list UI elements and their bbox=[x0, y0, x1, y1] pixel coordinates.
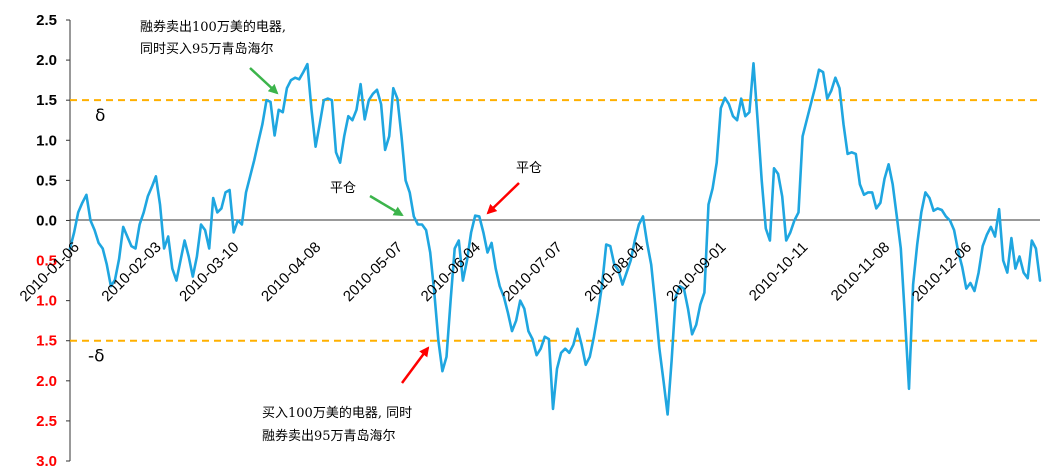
x-tick-label: 2010-05-07 bbox=[340, 239, 406, 305]
x-tick-label: 2010-10-11 bbox=[746, 239, 811, 304]
threshold-label: -δ bbox=[88, 347, 105, 367]
x-tick-label: 2010-08-04 bbox=[581, 239, 647, 305]
y-tick-label: 2.0 bbox=[36, 373, 57, 390]
x-tick-label: 2010-07-07 bbox=[500, 239, 566, 305]
y-tick-label: 2.5 bbox=[36, 413, 57, 430]
y-tick-label: 3.0 bbox=[36, 453, 57, 470]
y-tick-label: 0.5 bbox=[36, 253, 57, 270]
y-tick-label: 0.5 bbox=[36, 172, 57, 189]
annotations: 融券卖出100万美的电器, 同时买入95万青岛海尔 平仓 平仓 买入100万美的… bbox=[140, 19, 542, 444]
series-line bbox=[68, 61, 1042, 416]
arrow-sell-entry bbox=[249, 67, 279, 95]
x-tick-label: 2010-11-08 bbox=[828, 239, 893, 304]
y-tick-label: 1.5 bbox=[36, 333, 57, 350]
x-tick-label: 2010-09-01 bbox=[663, 239, 729, 305]
annotation-buy-bottom-line1: 买入100万美的电器, 同时 bbox=[262, 405, 412, 421]
y-tick-label: 2.0 bbox=[36, 52, 57, 69]
y-tick-label: 1.0 bbox=[36, 132, 57, 149]
y-tick-label: 0.0 bbox=[36, 212, 57, 229]
annotation-close-left: 平仓 bbox=[330, 181, 356, 196]
annotation-close-right: 平仓 bbox=[516, 161, 542, 176]
arrow-buy-entry bbox=[400, 346, 430, 384]
annotation-buy-bottom-line2: 融券卖出95万青岛海尔 bbox=[262, 428, 396, 444]
arrow-close-left bbox=[369, 194, 404, 217]
threshold-label: δ bbox=[95, 106, 105, 126]
y-tick-labels: 2.5 2.0 1.5 1.0 0.5 0.0 0.5 1.0 1.5 2.0 2.5 3.0 bbox=[36, 12, 70, 470]
x-tick-label: 2010-12-06 bbox=[909, 239, 975, 305]
arrow-close-right bbox=[486, 182, 520, 215]
y-tick-label: 2.5 bbox=[36, 12, 57, 29]
y-tick-label: 1.0 bbox=[36, 293, 57, 310]
annotation-sell-top-line1: 融券卖出100万美的电器, bbox=[140, 19, 286, 35]
x-tick-label: 2010-04-08 bbox=[258, 239, 324, 305]
series-group bbox=[68, 61, 1042, 416]
annotation-sell-top-line2: 同时买入95万青岛海尔 bbox=[140, 41, 274, 57]
threshold-lines: δ -δ bbox=[70, 99, 1040, 367]
y-tick-label: 1.5 bbox=[36, 92, 57, 109]
